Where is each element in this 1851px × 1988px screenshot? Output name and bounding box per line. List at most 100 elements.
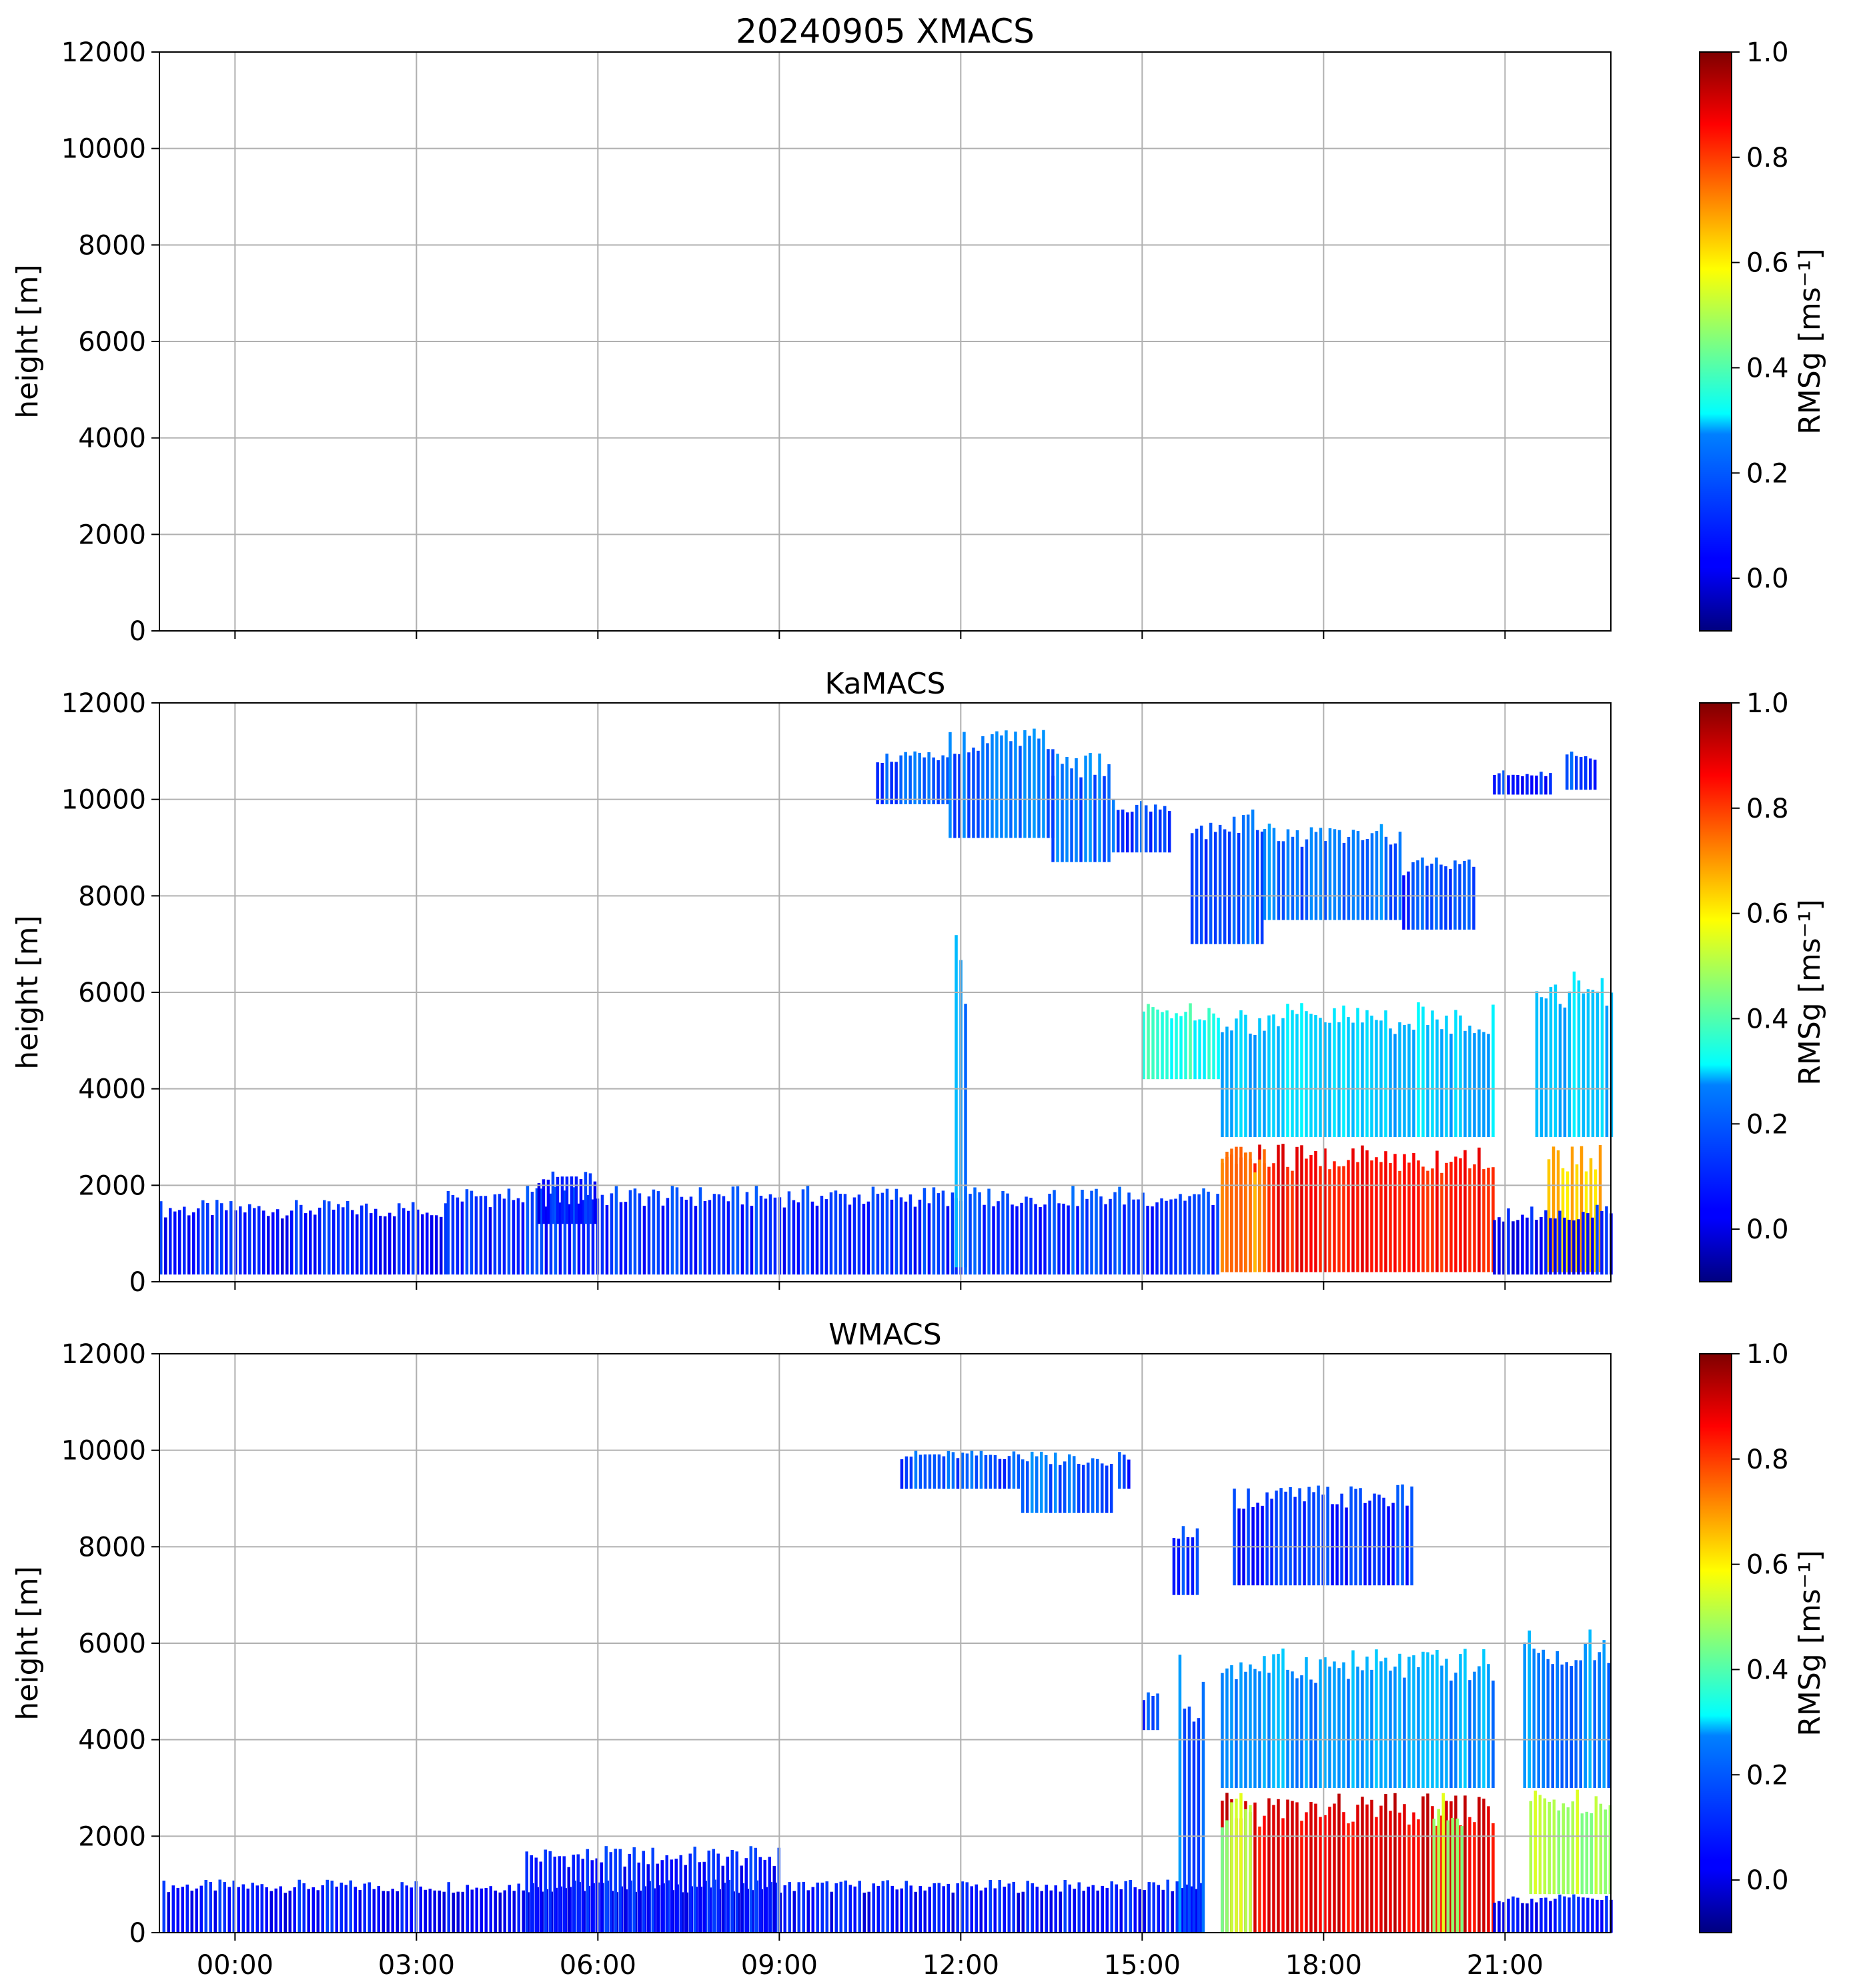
data-region <box>159 1200 448 1275</box>
data-region <box>1118 1452 1131 1489</box>
data-streak <box>1368 1501 1371 1586</box>
data-region <box>1221 1002 1495 1137</box>
data-streak <box>1491 1004 1495 1137</box>
data-streak <box>1194 1889 1197 1933</box>
data-streak <box>344 1885 348 1933</box>
data-streak <box>498 1194 502 1275</box>
data-streak <box>1062 1203 1065 1275</box>
data-streak <box>1045 1455 1048 1513</box>
data-streak <box>1305 839 1309 920</box>
data-region <box>1547 1145 1602 1272</box>
data-streak <box>1375 831 1379 920</box>
data-streak <box>941 1190 945 1275</box>
data-streak <box>923 1454 927 1489</box>
data-streak <box>470 1889 474 1933</box>
data-streak <box>1255 830 1259 944</box>
data-streak <box>1454 1156 1457 1272</box>
data-streak <box>1314 1683 1317 1788</box>
data-streak <box>1270 1499 1273 1586</box>
data-streak <box>693 1847 696 1933</box>
data-streak <box>1389 1671 1392 1788</box>
data-streak <box>1135 804 1139 853</box>
data-streak <box>1212 1013 1215 1080</box>
data-region <box>1221 1146 1266 1272</box>
data-streak <box>1307 1486 1311 1586</box>
data-streak <box>1539 997 1544 1137</box>
data-streak <box>1363 1503 1367 1586</box>
data-region <box>1021 1451 1113 1513</box>
data-streak <box>1502 1221 1505 1275</box>
data-streak <box>633 1188 637 1275</box>
data-streak <box>1077 1882 1081 1933</box>
data-streak <box>1319 828 1323 920</box>
data-streak <box>312 1887 315 1933</box>
data-streak <box>1151 1206 1154 1275</box>
data-streak <box>820 1883 824 1933</box>
data-streak <box>1387 1506 1390 1586</box>
data-streak <box>987 1188 991 1275</box>
data-streak <box>689 1196 693 1275</box>
data-streak <box>1421 1166 1425 1272</box>
data-streak <box>1115 1884 1118 1933</box>
data-streak <box>1081 1190 1084 1275</box>
data-streak <box>768 1857 771 1933</box>
data-streak <box>772 1865 776 1933</box>
data-streak <box>1012 1451 1016 1489</box>
data-streak <box>1393 1034 1397 1137</box>
data-streak <box>1459 1654 1462 1788</box>
data-streak <box>237 1887 240 1933</box>
data-streak <box>1323 1148 1327 1272</box>
data-streak <box>750 1206 754 1275</box>
colorbar-tick-label: 0.4 <box>1746 1004 1789 1034</box>
data-streak <box>820 1196 824 1275</box>
data-streak <box>1351 1650 1355 1788</box>
data-streak <box>918 1886 922 1933</box>
data-streak <box>402 1208 406 1275</box>
data-streak <box>1529 1801 1533 1895</box>
data-streak <box>1101 1885 1104 1933</box>
data-streak <box>1221 1032 1224 1137</box>
data-streak <box>1393 1154 1397 1272</box>
data-streak <box>1263 1030 1266 1137</box>
data-streak <box>1277 1799 1280 1933</box>
data-streak <box>1249 1152 1252 1272</box>
data-streak <box>1605 1206 1608 1275</box>
data-streak <box>1561 1168 1565 1272</box>
data-streak <box>1521 776 1524 795</box>
data-streak <box>363 1883 366 1933</box>
data-streak <box>810 1201 814 1275</box>
data-streak <box>1356 1162 1359 1272</box>
data-streak <box>1407 1024 1411 1137</box>
data-streak <box>456 1891 460 1933</box>
x-tick-label: 18:00 <box>1285 1950 1362 1981</box>
data-streak <box>1314 1150 1317 1272</box>
data-streak <box>1328 1807 1331 1933</box>
data-streak <box>600 1862 603 1933</box>
data-streak <box>241 1884 245 1933</box>
data-streak <box>484 1196 488 1275</box>
data-streak <box>1025 1196 1028 1275</box>
data-region <box>1529 1789 1612 1895</box>
data-streak <box>1040 1451 1043 1513</box>
data-streak <box>1303 1501 1306 1586</box>
colorbar-label: RMSg [ms⁻¹] <box>1793 248 1827 434</box>
data-streak <box>1566 1807 1570 1895</box>
data-streak <box>1029 1198 1033 1275</box>
data-streak <box>494 1890 497 1933</box>
data-streak <box>1328 1169 1331 1272</box>
data-streak <box>299 1204 303 1275</box>
data-streak <box>1012 1881 1015 1933</box>
data-streak <box>1379 1162 1383 1272</box>
data-region <box>1493 1894 1613 1933</box>
data-streak <box>1417 1160 1420 1272</box>
data-streak <box>1342 1812 1345 1933</box>
data-streak <box>1189 1003 1192 1080</box>
data-streak <box>456 1197 460 1275</box>
data-region <box>900 1450 1021 1489</box>
data-streak <box>740 1865 743 1933</box>
y-axis-label: height [m] <box>11 264 45 418</box>
data-streak <box>670 1859 673 1933</box>
data-streak <box>1535 1220 1538 1275</box>
data-streak <box>619 1202 623 1275</box>
data-streak <box>666 1198 670 1275</box>
